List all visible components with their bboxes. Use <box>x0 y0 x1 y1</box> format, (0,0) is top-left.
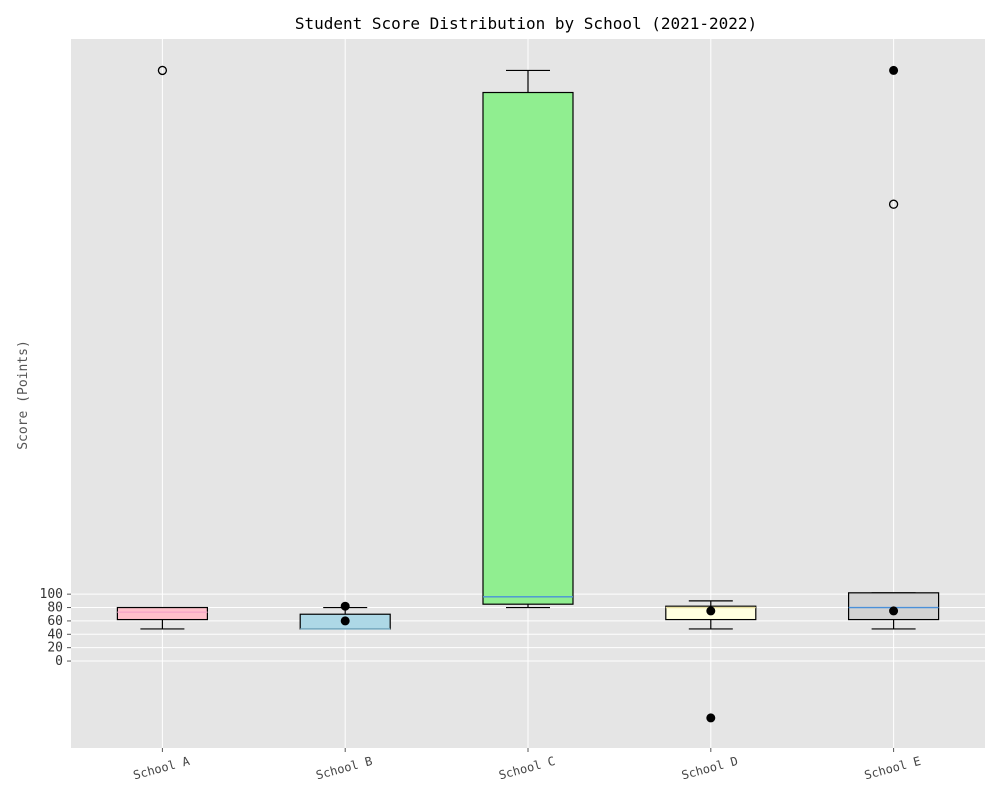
x-tick-label: School A <box>132 754 192 783</box>
x-ticks: School A School B School C School D School E <box>132 748 922 783</box>
box-iqr <box>847 592 940 621</box>
box-school-d <box>665 600 757 723</box>
y-tick-label: 40 <box>47 627 63 642</box>
y-tick-label: 0 <box>55 654 63 669</box>
data-point <box>889 65 899 75</box>
box-school-c <box>482 69 574 609</box>
outlier-point <box>157 65 168 76</box>
chart-title: Student Score Distribution by School (20… <box>295 14 757 33</box>
data-point <box>340 601 350 611</box>
box-iqr <box>116 606 209 621</box>
data-point <box>340 616 350 626</box>
y-axis-label: Score (Points) <box>16 340 31 450</box>
box-iqr <box>482 91 574 605</box>
x-tick-label: School B <box>314 754 373 782</box>
y-tick-label: 60 <box>47 614 63 629</box>
y-tick-label: 80 <box>47 601 63 616</box>
boxes <box>116 65 940 723</box>
data-point <box>706 606 716 616</box>
y-tick-label: 20 <box>47 641 63 656</box>
outlier-point <box>888 199 899 209</box>
data-point <box>706 713 716 723</box>
box-school-b <box>299 601 391 630</box>
y-tick-label: 100 <box>40 587 63 602</box>
x-tick-label: School D <box>680 754 739 782</box>
data-point <box>889 606 899 616</box>
box-school-a <box>116 65 209 630</box>
x-tick-label: School C <box>497 754 556 782</box>
x-tick-label: School E <box>863 754 922 782</box>
box-school-e <box>847 65 940 630</box>
